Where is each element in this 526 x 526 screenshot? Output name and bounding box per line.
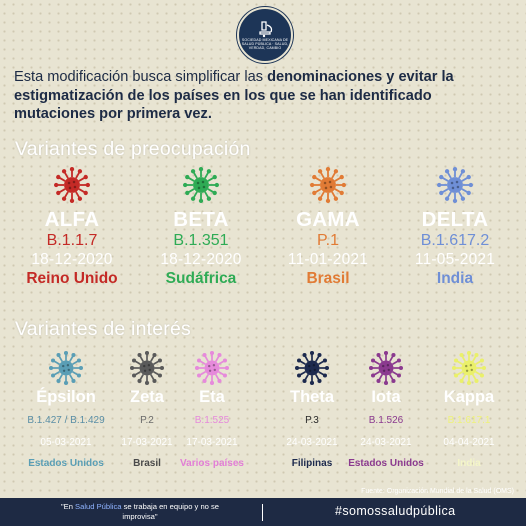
variant-card-interest-4: Iota B.1.526 24-03-2021 Estados Unidos: [347, 351, 425, 471]
virus-icon: [400, 167, 510, 203]
virus-icon: [273, 351, 351, 385]
logo-text: SOCIEDAD MEXICANA DE SALUD PÚBLICA · SAL…: [241, 37, 289, 51]
variant-name: ALFA: [44, 208, 100, 231]
variant-country: Sudáfrica: [165, 270, 237, 287]
variant-lineage: B.1.617.2: [420, 232, 490, 249]
variant-card-concern-0: ALFA B.1.1.7 18-12-2020 Reino Unido: [17, 167, 127, 289]
footer-quote: "En Salud Pública se trabaja en equipo y…: [60, 502, 220, 521]
variant-lineage: P.3: [305, 415, 319, 426]
footer-hashtag: #somossaludpública: [335, 504, 456, 518]
variant-card-interest-5: Kappa B.1.617.1 04-04-2021 India: [430, 351, 508, 471]
variant-lineage: P.1: [317, 232, 339, 249]
microscope-icon: [259, 21, 273, 37]
variant-lineage: B.1.351: [173, 232, 229, 249]
variant-card-concern-1: BETA B.1.351 18-12-2020 Sudáfrica: [146, 167, 256, 289]
variant-lineage: B.1.1.7: [46, 232, 98, 249]
variant-country: Estados Unidos: [348, 458, 424, 469]
intro-paragraph: Esta modificación busca simplificar las …: [14, 68, 514, 124]
intro-plain: Esta modificación busca simplificar las: [14, 69, 268, 85]
virus-icon: [347, 351, 425, 385]
variant-lineage: B.1.526: [368, 415, 404, 426]
concern-section-title: Variantes de preocupación: [15, 138, 251, 160]
footer-bar: "En Salud Pública se trabaja en equipo y…: [0, 498, 526, 526]
variant-date: 05-03-2021: [40, 437, 92, 448]
variant-name: Épsilon: [36, 388, 96, 406]
variant-date: 17-03-2021: [186, 437, 238, 448]
variant-date: 11-01-2021: [287, 251, 369, 268]
variant-country: Reino Unido: [26, 270, 118, 287]
virus-icon: [27, 351, 105, 385]
variant-date: 18-12-2020: [160, 251, 242, 268]
variant-name: DELTA: [421, 208, 489, 231]
variant-lineage: P.2: [140, 415, 154, 426]
variant-date: 18-12-2020: [31, 251, 113, 268]
interest-section-title: Variantes de interés: [15, 318, 191, 340]
quote-end: se trabaja en equipo y no se improvisa": [121, 502, 220, 521]
footer-divider: [262, 504, 263, 521]
variant-country: India: [457, 458, 481, 469]
virus-icon: [273, 167, 383, 203]
variant-card-interest-1: Zeta P.2 17-03-2021 Brasil: [108, 351, 186, 471]
variant-name: Eta: [199, 388, 225, 406]
variant-country: Brasil: [133, 458, 161, 469]
virus-icon: [146, 167, 256, 203]
society-logo: SOCIEDAD MEXICANA DE SALUD PÚBLICA · SAL…: [237, 7, 293, 63]
source-note: Fuente: Organización Mundial de la Salud…: [361, 488, 514, 495]
variant-country: Filipinas: [291, 458, 333, 469]
variant-date: 04-04-2021: [443, 437, 495, 448]
virus-icon: [173, 351, 251, 385]
variant-date: 11-05-2021: [414, 251, 496, 268]
variant-lineage: B.1.427 / B.1.429: [27, 415, 105, 426]
variant-name: Theta: [289, 388, 334, 406]
variant-card-interest-3: Theta P.3 24-03-2021 Filipinas: [273, 351, 351, 471]
variant-date: 17-03-2021: [121, 437, 173, 448]
virus-icon: [17, 167, 127, 203]
quote-highlight: Salud Pública: [75, 502, 122, 511]
variant-lineage: B.1.525: [194, 415, 230, 426]
variant-country: Brasil: [306, 270, 350, 287]
variant-card-interest-2: Eta B.1.525 17-03-2021 Varios países: [173, 351, 251, 471]
variant-name: Kappa: [443, 388, 495, 406]
variant-country: India: [436, 270, 474, 287]
quote-start: "En: [60, 502, 76, 511]
variant-card-concern-3: DELTA B.1.617.2 11-05-2021 India: [400, 167, 510, 289]
intro-bold: denominaciones y evitar la estigmatizaci…: [14, 69, 454, 122]
variant-lineage: B.1.617.1: [447, 415, 491, 426]
virus-icon: [108, 351, 186, 385]
variant-name: BETA: [173, 208, 229, 231]
variant-date: 24-03-2021: [286, 437, 338, 448]
variant-country: Varios países: [180, 458, 244, 469]
variant-country: Estados Unidos: [28, 458, 104, 469]
variant-card-concern-2: GAMA P.1 11-01-2021 Brasil: [273, 167, 383, 289]
variant-date: 24-03-2021: [360, 437, 412, 448]
variant-card-interest-0: Épsilon B.1.427 / B.1.429 05-03-2021 Estado…: [27, 351, 105, 471]
variant-name: Zeta: [130, 388, 164, 406]
virus-icon: [430, 351, 508, 385]
variant-name: GAMA: [296, 208, 360, 231]
variant-name: Iota: [371, 388, 401, 406]
